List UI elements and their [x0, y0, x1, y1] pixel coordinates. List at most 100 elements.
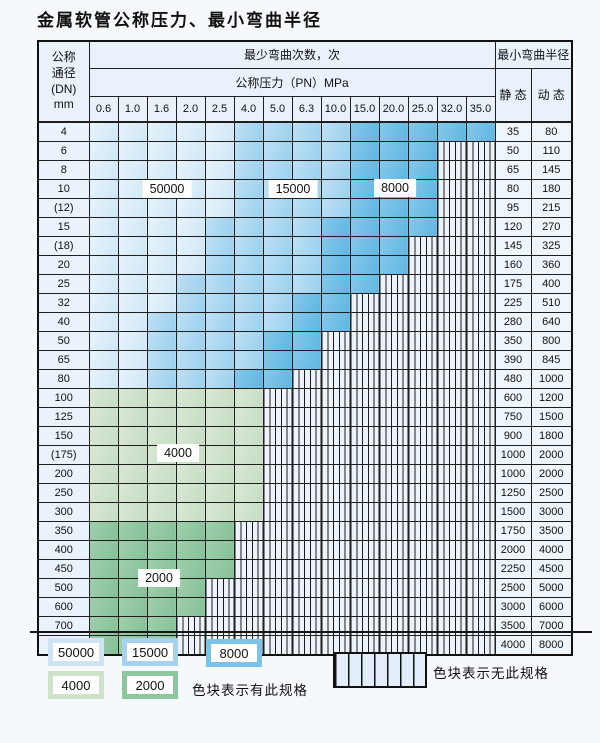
dynamic-radius-value: 2000: [530, 445, 573, 465]
spec-cell: [407, 198, 438, 218]
spec-cell: [117, 350, 148, 370]
no-spec-cell: [320, 331, 351, 351]
pressure-value-header: 4.0: [233, 95, 264, 123]
table-row: 20 160 360: [37, 255, 573, 275]
no-spec-cell: [349, 502, 380, 522]
spec-cell: [204, 293, 235, 313]
no-spec-cell: [320, 521, 351, 541]
static-radius-value: 1500: [494, 502, 532, 522]
spec-cell: [262, 369, 293, 389]
spec-cell: [117, 426, 148, 446]
spec-cell: [146, 236, 177, 256]
dn-value: 80: [37, 369, 90, 389]
spec-cell: [204, 141, 235, 161]
table-row: 15 120 270: [37, 217, 573, 237]
no-spec-cell: [436, 369, 467, 389]
no-spec-cell: [349, 483, 380, 503]
spec-cell: [175, 483, 206, 503]
spec-cell: [233, 331, 264, 351]
spec-cell: [146, 388, 177, 408]
spec-cell: [88, 407, 119, 427]
dynamic-radius-value: 80: [530, 121, 573, 142]
dynamic-radius-value: 6000: [530, 597, 573, 617]
spec-cell: [204, 540, 235, 560]
pressure-value-header: 1.0: [117, 95, 148, 123]
spec-cell: [378, 141, 409, 161]
dn-value: 50: [37, 331, 90, 351]
no-spec-cell: [349, 540, 380, 560]
cycle-count-label: 15000: [268, 180, 318, 198]
spec-cell: [233, 179, 264, 199]
spec-cell: [262, 255, 293, 275]
dynamic-radius-value: 1000: [530, 369, 573, 389]
spec-cell: [88, 350, 119, 370]
spec-cell: [117, 445, 148, 465]
no-spec-cell: [349, 426, 380, 446]
no-spec-cell: [378, 559, 409, 579]
dn-value: 150: [37, 426, 90, 446]
dn-value: 32: [37, 293, 90, 313]
no-spec-cell: [349, 521, 380, 541]
dn-value: 200: [37, 464, 90, 484]
cycle-count-label: 50000: [142, 180, 192, 198]
spec-table: 公称 通径 (DN) mm 最少弯曲次数，次 最小弯曲半径 公称压力（PN）MPa 静…: [37, 40, 573, 656]
no-spec-cell: [407, 578, 438, 598]
table-row: 65 390 845: [37, 350, 573, 370]
table-row: 100 600 1200: [37, 388, 573, 408]
no-spec-cell: [436, 217, 467, 237]
no-spec-cell: [407, 426, 438, 446]
spec-cell: [349, 121, 380, 142]
static-radius-value: 65: [494, 160, 532, 180]
spec-cell: [146, 255, 177, 275]
no-spec-cell: [320, 426, 351, 446]
table-row: 6 50 110: [37, 141, 573, 161]
dn-value: 8: [37, 160, 90, 180]
pressure-value-header: 35.0: [465, 95, 496, 123]
spec-cell: [233, 274, 264, 294]
no-spec-cell: [233, 540, 264, 560]
no-spec-cell: [349, 293, 380, 313]
legend-no-spec-text: 色块表示无此规格: [433, 666, 549, 681]
no-spec-cell: [378, 331, 409, 351]
dn-value: 125: [37, 407, 90, 427]
spec-cell: [262, 350, 293, 370]
static-radius-value: 900: [494, 426, 532, 446]
no-spec-cell: [465, 483, 496, 503]
spec-cell: [320, 121, 351, 142]
spec-cell: [204, 274, 235, 294]
dynamic-column-header: 动 态: [530, 67, 573, 123]
no-spec-cell: [204, 578, 235, 598]
no-spec-cell: [291, 407, 322, 427]
spec-cell: [204, 407, 235, 427]
no-spec-cell: [262, 426, 293, 446]
dynamic-radius-value: 180: [530, 179, 573, 199]
spec-cell: [175, 388, 206, 408]
spec-cell: [88, 274, 119, 294]
no-spec-cell: [320, 407, 351, 427]
spec-cell: [233, 407, 264, 427]
spec-cell: [204, 179, 235, 199]
no-spec-cell: [291, 559, 322, 579]
no-spec-cell: [349, 635, 380, 656]
static-radius-value: 145: [494, 236, 532, 256]
no-spec-cell: [465, 464, 496, 484]
spec-cell: [117, 502, 148, 522]
table-row: 32 225 510: [37, 293, 573, 313]
spec-cell: [204, 521, 235, 541]
no-spec-cell: [291, 445, 322, 465]
spec-cell: [233, 426, 264, 446]
dynamic-radius-value: 1200: [530, 388, 573, 408]
no-spec-cell: [378, 312, 409, 332]
spec-cell: [204, 331, 235, 351]
no-spec-cell: [378, 369, 409, 389]
no-spec-cell: [465, 559, 496, 579]
static-radius-value: 600: [494, 388, 532, 408]
dn-value: 4: [37, 121, 90, 142]
no-spec-cell: [436, 179, 467, 199]
legend-swatch: 2000: [122, 671, 178, 699]
spec-cell: [233, 502, 264, 522]
no-spec-cell: [465, 635, 496, 656]
static-radius-value: 480: [494, 369, 532, 389]
spec-cell: [320, 141, 351, 161]
no-spec-cell: [436, 331, 467, 351]
